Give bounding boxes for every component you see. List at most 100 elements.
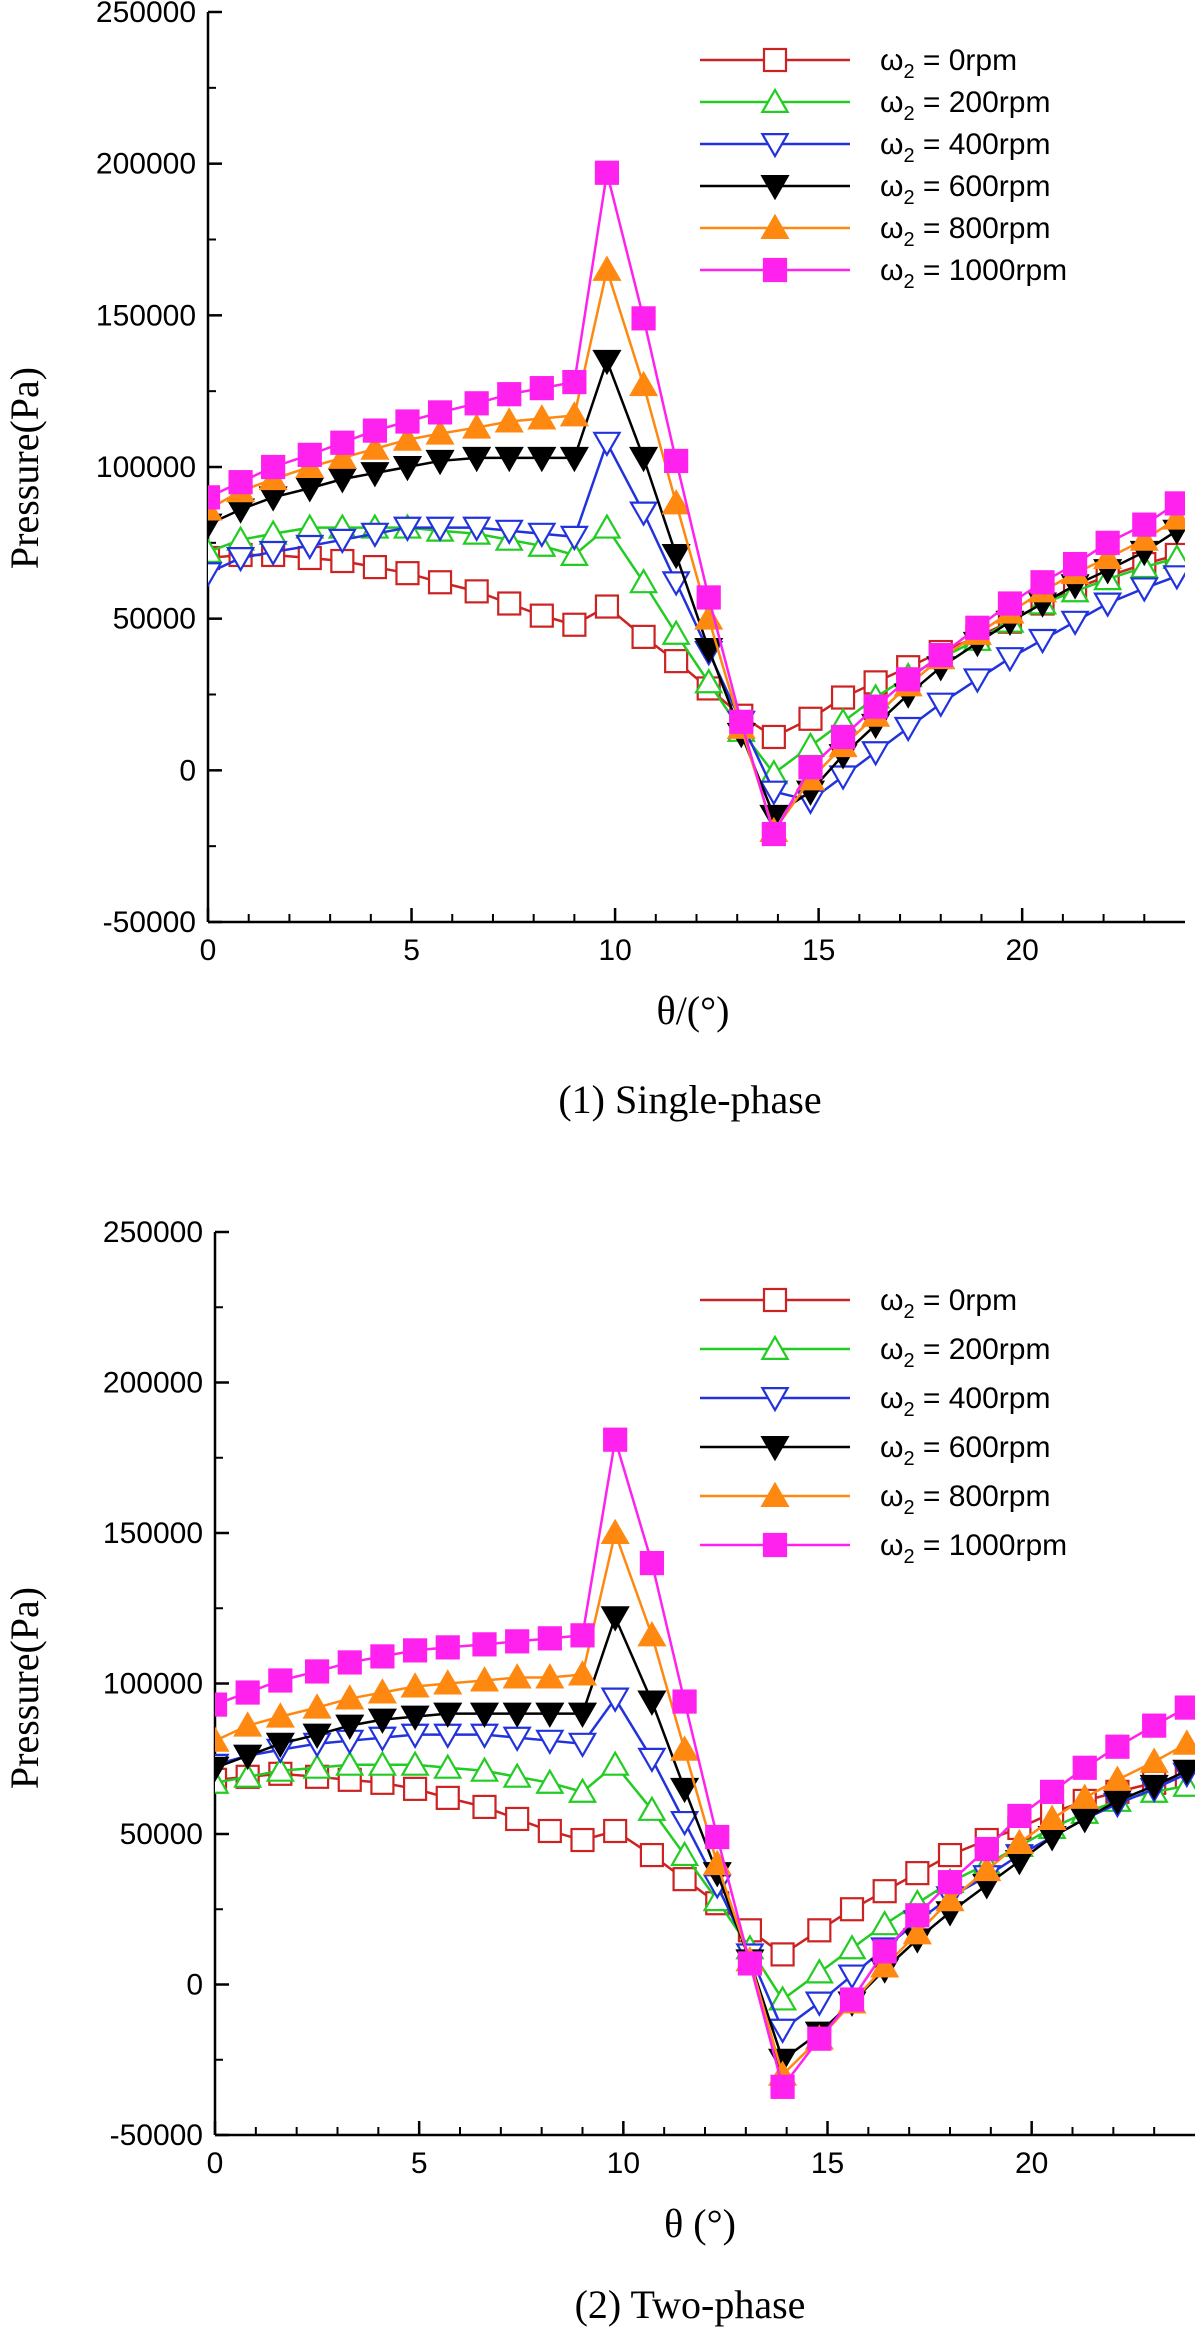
data-point: [594, 160, 620, 185]
data-point: [402, 1638, 428, 1663]
data-point: [335, 1714, 365, 1740]
data-point: [830, 685, 856, 710]
legend-item: ω2 = 800rpm: [700, 212, 1050, 251]
legend-item: ω2 = 200rpm: [700, 1333, 1050, 1372]
legend-subscript: 2: [903, 145, 914, 167]
x-tick-label: 0: [200, 934, 217, 967]
x-axis-title: θ/(°): [657, 988, 730, 1033]
data-point: [208, 537, 223, 563]
data-point: [637, 1690, 667, 1716]
legend-marker: [760, 213, 790, 239]
data-point: [494, 407, 524, 433]
series-group: [215, 1427, 1195, 2099]
legend-value: = 200rpm: [915, 86, 1051, 119]
data-point: [535, 1729, 565, 1755]
legend-value: = 1000rpm: [915, 254, 1068, 287]
data-point: [902, 1919, 932, 1945]
data-point: [639, 1842, 665, 1868]
data-point: [425, 419, 455, 445]
data-point: [905, 1903, 930, 1928]
data-point: [631, 306, 656, 331]
data-point: [537, 1818, 562, 1844]
legend-item: ω2 = 400rpm: [700, 1382, 1050, 1421]
data-point: [302, 1753, 332, 1779]
legend-item: ω2 = 600rpm: [700, 1431, 1050, 1470]
legend-omega: ω: [880, 170, 903, 203]
data-point: [400, 1705, 430, 1731]
data-point: [208, 485, 221, 510]
legend-marker: [762, 1532, 788, 1558]
y-tick-label: 0: [186, 1969, 203, 2002]
y-ticks: -50000 0 50000 100000 150000 200000 250000: [103, 1216, 229, 2152]
legend-item: ω2 = 200rpm: [700, 86, 1050, 125]
legend-subscript: 2: [903, 1546, 914, 1568]
data-point: [839, 1987, 865, 2012]
data-point: [761, 821, 786, 847]
legend-marker: [760, 175, 790, 201]
data-point: [631, 624, 656, 649]
y-tick-label: 100000: [103, 1668, 203, 1701]
legend-omega: ω: [880, 1529, 903, 1562]
data-point: [670, 1810, 700, 1837]
legend-subscript: 2: [903, 1399, 914, 1421]
data-point: [570, 1827, 595, 1853]
data-point: [592, 255, 622, 281]
data-point: [807, 1918, 832, 1943]
data-point: [629, 567, 659, 594]
data-point: [367, 1678, 397, 1704]
legend-marker: [760, 1435, 790, 1462]
legend-subscript: 2: [903, 271, 914, 293]
data-point: [435, 1635, 460, 1660]
y-tick-label: 50000: [113, 603, 196, 636]
data-point: [761, 724, 786, 750]
data-point: [362, 418, 388, 443]
data-point: [670, 1735, 700, 1761]
data-point: [462, 446, 492, 473]
data-point: [367, 1708, 397, 1734]
data-point: [1139, 1774, 1169, 1801]
data-point: [433, 1753, 463, 1779]
data-point: [828, 765, 858, 791]
data-point: [592, 349, 622, 376]
data-point: [360, 522, 390, 549]
data-point: [433, 1702, 463, 1728]
legend-item: ω2 = 0rpm: [700, 44, 1017, 83]
x-tick-label: 5: [403, 934, 420, 967]
legend-omega: ω: [880, 86, 903, 119]
data-point: [1072, 1755, 1097, 1780]
series--2-400rpm: [208, 431, 1185, 815]
x-tick-label: 15: [802, 934, 835, 967]
data-point: [594, 594, 620, 619]
data-point: [804, 1958, 834, 1984]
data-point: [1095, 530, 1120, 555]
legend-item: ω2 = 1000rpm: [700, 254, 1067, 293]
data-point: [672, 1867, 697, 1892]
data-point: [1102, 1765, 1132, 1791]
data-point: [297, 442, 322, 467]
data-point: [629, 501, 659, 527]
data-point: [694, 668, 724, 694]
legend-label: ω2 = 1000rpm: [880, 254, 1067, 293]
data-point: [570, 1623, 595, 1648]
data-point: [327, 528, 357, 555]
data-point: [995, 647, 1025, 673]
data-point: [670, 1777, 700, 1804]
data-point: [402, 1776, 428, 1801]
data-point: [937, 1842, 963, 1868]
legend-subscript: 2: [903, 187, 914, 209]
legend-subscript: 2: [903, 229, 914, 251]
data-point: [928, 642, 953, 668]
legend-marker: [760, 133, 790, 159]
legend-label: ω2 = 1000rpm: [880, 1529, 1067, 1568]
series-line: [208, 439, 1178, 803]
data-point: [926, 692, 956, 718]
y-tick-label: 200000: [96, 148, 196, 181]
data-point: [1162, 565, 1185, 591]
data-point: [562, 369, 587, 395]
data-point: [997, 591, 1023, 616]
data-point: [462, 413, 492, 439]
y-tick-label: 250000: [96, 0, 196, 29]
legend-marker: [762, 257, 788, 283]
